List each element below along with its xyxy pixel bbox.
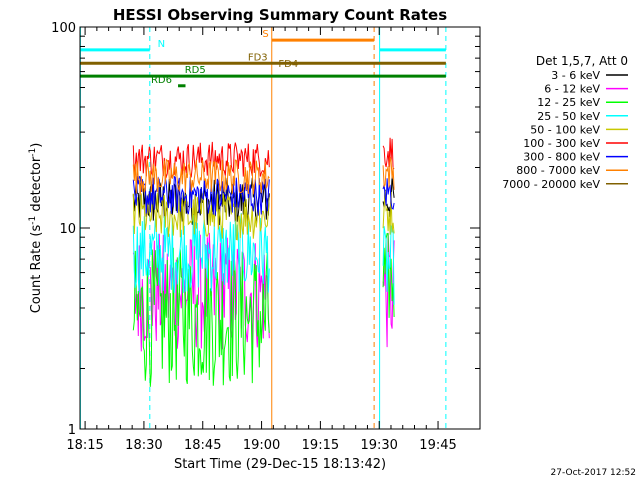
legend-header: Det 1,5,7, Att 0: [536, 54, 628, 68]
data-series: [132, 137, 395, 387]
legend-label-6-12-kev: 6 - 12 keV: [544, 83, 600, 96]
y-axis-label-main: Count Rate (s: [29, 225, 44, 314]
y-axis-label-superscript-2: -1: [28, 148, 38, 157]
flag-label-n: N: [158, 39, 165, 50]
flag-bars: N S FD3 FD4 RD5 RD6: [80, 29, 446, 88]
legend-label-25-50-kev: 25 - 50 keV: [537, 110, 600, 123]
y-axis-label-close: ): [29, 143, 44, 148]
y-tick-label: 1: [68, 423, 76, 438]
legend-label-100-300-kev: 100 - 300 keV: [523, 137, 600, 150]
flag-label-rd6: RD6: [151, 75, 172, 86]
y-tick-label: 100: [51, 21, 76, 36]
legend-label-800-7000-kev: 800 - 7000 keV: [516, 164, 600, 177]
x-tick-label: 19:30: [360, 438, 397, 453]
legend-label-300-800-kev: 300 - 800 keV: [523, 151, 600, 164]
y-axis-label-superscript-1: -1: [28, 216, 38, 225]
x-tick-label: 18:45: [184, 438, 221, 453]
x-tick-label: 18:15: [66, 438, 103, 453]
series-100-300-kev: [132, 137, 395, 179]
flag-label-fd4: FD4: [278, 59, 298, 70]
x-tick-label: 19:15: [302, 438, 339, 453]
flag-label-rd5: RD5: [185, 65, 206, 76]
x-tick-label: 18:30: [125, 438, 162, 453]
series-12-25-kev: [132, 233, 395, 387]
plot-frame: [79, 26, 481, 430]
generation-timestamp: 27-Oct-2017 12:52: [551, 468, 636, 478]
flag-label-s: S: [262, 29, 268, 40]
x-tick-label: 19:00: [243, 438, 280, 453]
flag-label-fd3: FD3: [248, 52, 268, 63]
series-800-7000-kev: [132, 156, 395, 195]
legend-label-7000-20000-kev: 7000 - 20000 keV: [502, 178, 600, 191]
y-tick-label: 10: [59, 222, 76, 237]
legend-label-50-100-kev: 50 - 100 keV: [530, 123, 600, 136]
chart-title: HESSI Observing Summary Count Rates: [113, 6, 447, 24]
y-axis-ticks: 1 10 100: [51, 21, 480, 438]
x-axis-label: Start Time (29-Dec-15 18:13:42): [174, 457, 386, 472]
y-axis-label: Count Rate (s-1 detector-1): [28, 143, 44, 314]
x-axis-ticks: 18:15 18:30 18:45 19:00 19:15 19:30 19:45: [66, 27, 457, 453]
legend-label-12-25-kev: 12 - 25 keV: [537, 96, 600, 109]
legend-label-3-6-kev: 3 - 6 keV: [551, 69, 600, 82]
y-axis-label-detector: detector: [29, 156, 44, 216]
x-tick-label: 19:45: [419, 438, 456, 453]
